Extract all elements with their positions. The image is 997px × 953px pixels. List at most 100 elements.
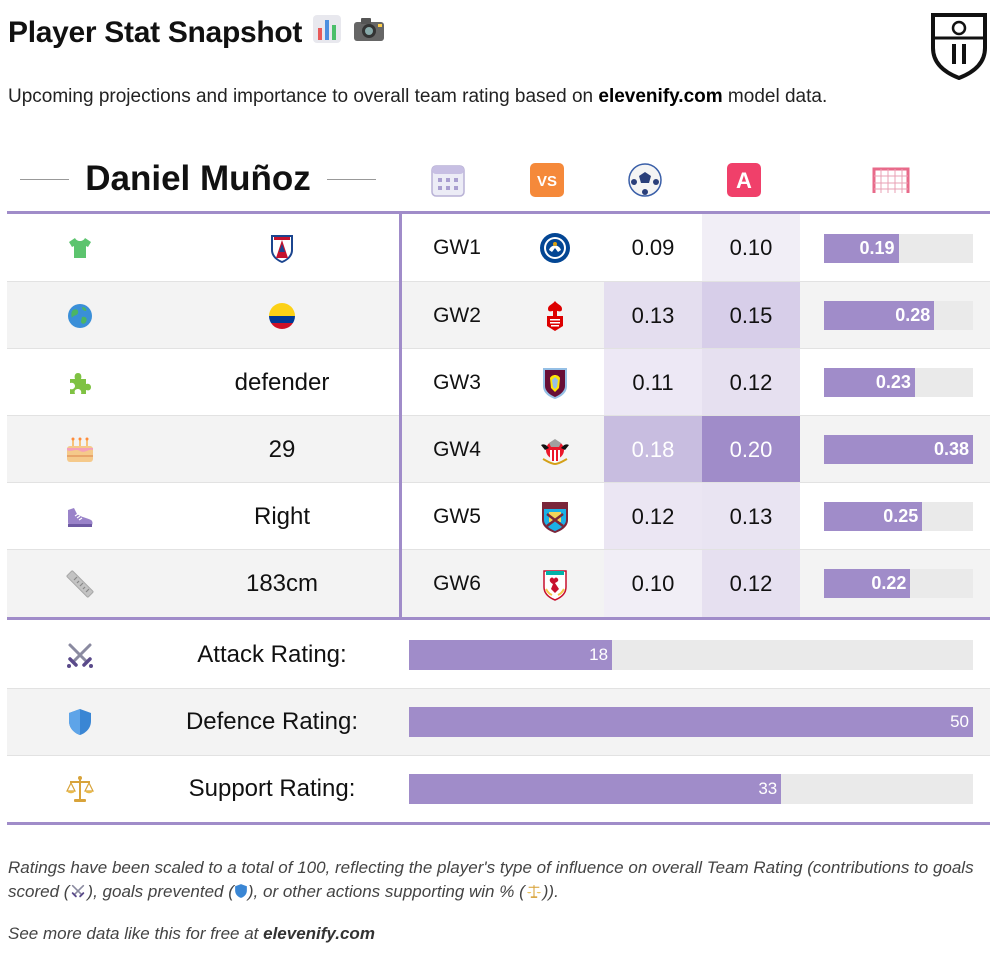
player-height: 183cm: [245, 569, 319, 597]
bar-chart-icon: [312, 14, 342, 51]
svg-text:VS: VS: [537, 173, 557, 190]
total-bar-fill: 0.25: [824, 502, 923, 531]
player-name: Daniel Muñoz: [85, 159, 311, 198]
scales-icon: [60, 756, 100, 822]
gameweek-label: GW2: [433, 303, 481, 327]
table-row: GW1 0.09 0.10 0.19: [7, 214, 990, 281]
vs-icon: VS: [527, 162, 567, 198]
player-age: 29: [268, 435, 296, 463]
goal-probability: 0.13: [604, 282, 702, 349]
sunderland-crest-icon: [525, 416, 585, 483]
divider: [7, 348, 990, 349]
divider: [326, 178, 376, 180]
total-bar-fill: 0.22: [824, 569, 911, 598]
goal-probability: 0.09: [631, 234, 675, 260]
boot-icon: [60, 483, 100, 550]
divider: [7, 482, 990, 483]
gameweek-label: GW3: [433, 370, 481, 394]
assist-probability: 0.12: [702, 550, 800, 617]
divider: [7, 281, 990, 282]
preferred-foot: Right: [253, 502, 311, 530]
ratings-bottom-rule: [7, 822, 990, 825]
support-rating-bar: 33: [409, 774, 973, 804]
assist-probability: 0.15: [702, 282, 800, 349]
table-top-rule: [7, 211, 990, 214]
defence-rating-value: 50: [409, 707, 973, 737]
goal-probability: 0.11: [604, 349, 702, 416]
total-bar: 0.23: [824, 368, 973, 397]
table-row: Right GW5 0.12 0.13 0.25: [7, 483, 990, 550]
shield-icon: [60, 689, 100, 755]
table-bottom-rule: [7, 617, 990, 620]
club-crest: [167, 214, 397, 281]
total-bar: 0.38: [824, 435, 973, 464]
goal-net-icon: [871, 162, 911, 198]
elevenify-logo: [930, 12, 988, 81]
divider: [7, 549, 990, 550]
calendar-icon: [428, 162, 468, 198]
attack-rating-bar: 18: [409, 640, 973, 670]
assist-probability: 0.13: [702, 483, 800, 550]
chelsea-crest-icon: [525, 214, 585, 281]
divider: [7, 415, 990, 416]
puzzle-icon: [60, 349, 100, 416]
defence-rating-bar: 50: [409, 707, 973, 737]
shirt-icon: [60, 214, 100, 281]
footer-brand-link[interactable]: elevenify.com: [263, 924, 375, 943]
player-name-header: Daniel Muñoz: [20, 158, 376, 200]
assist-icon: A: [724, 162, 764, 198]
gameweek-label: GW4: [433, 437, 481, 461]
support-rating-value: 33: [409, 774, 782, 804]
table-row: 183cm GW6 0.10 0.12 0.22: [7, 550, 990, 617]
attack-rating-label: Attack Rating:: [197, 641, 347, 668]
west-ham-crest-icon: [525, 483, 585, 550]
goal-probability: 0.10: [604, 550, 702, 617]
rating-row: Support Rating: 33: [7, 756, 990, 822]
svg-text:A: A: [736, 168, 752, 193]
defence-rating-label: Defence Rating:: [185, 708, 359, 735]
gameweek-label: GW6: [433, 571, 481, 595]
gameweek-label: GW5: [433, 504, 481, 528]
globe-icon: [60, 282, 100, 349]
total-bar: 0.22: [824, 569, 973, 598]
column-divider: [399, 214, 402, 618]
footnote: Ratings have been scaled to a total of 1…: [8, 858, 974, 901]
nationality-flag: [167, 282, 397, 349]
gameweek-label: GW1: [433, 235, 481, 259]
scales-icon: [525, 882, 543, 901]
colombia-flag-icon: [269, 302, 295, 329]
goal-probability: 0.18: [604, 416, 702, 483]
divider: [7, 688, 990, 689]
total-bar: 0.19: [824, 234, 973, 263]
goal-probability: 0.12: [604, 483, 702, 550]
aston-villa-crest-icon: [525, 349, 585, 416]
table-row: defender GW3 0.11 0.12 0.23: [7, 349, 990, 416]
cake-icon: [60, 416, 100, 483]
swords-icon: [69, 882, 87, 901]
table-row: GW2 0.13 0.15 0.28: [7, 282, 990, 349]
camera-icon: [352, 15, 386, 50]
swords-icon: [60, 622, 100, 688]
crystal-palace-crest-icon: [271, 234, 293, 263]
footer-link-line: See more data like this for free at elev…: [8, 924, 375, 943]
total-bar-fill: 0.28: [824, 301, 935, 330]
player-position: defender: [234, 368, 330, 396]
attack-rating-value: 18: [409, 640, 613, 670]
shield-icon: [234, 882, 248, 901]
liverpool-crest-icon: [525, 550, 585, 617]
total-bar: 0.28: [824, 301, 973, 330]
table-row: 29 GW4 0.18 0.20 0.38: [7, 416, 990, 483]
total-bar-fill: 0.23: [824, 368, 915, 397]
divider: [20, 178, 70, 180]
assist-probability: 0.20: [702, 416, 800, 483]
divider: [7, 755, 990, 756]
ruler-icon: [60, 550, 100, 617]
football-icon: [625, 162, 665, 198]
rating-row: Defence Rating: 50: [7, 689, 990, 755]
total-bar: 0.25: [824, 502, 973, 531]
assist-probability: 0.10: [702, 214, 800, 281]
total-bar-fill: 0.19: [824, 234, 899, 263]
page-title: Player Stat Snapshot: [8, 14, 386, 51]
brand-link[interactable]: elevenify.com: [598, 86, 723, 107]
rating-row: Attack Rating: 18: [7, 622, 990, 688]
